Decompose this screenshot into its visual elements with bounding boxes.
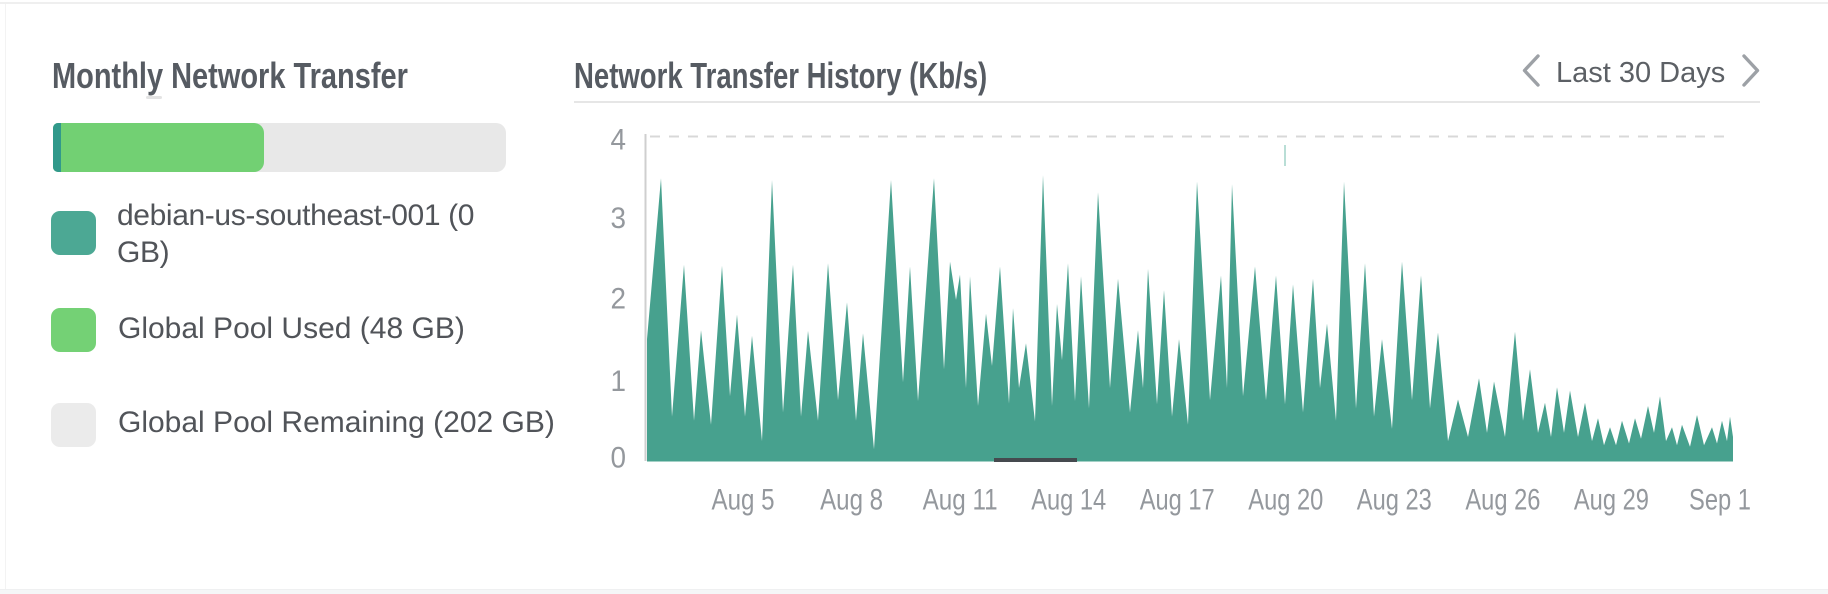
svg-text:Aug 17: Aug 17 xyxy=(1140,484,1215,517)
svg-text:Aug 26: Aug 26 xyxy=(1465,484,1540,517)
svg-text:4: 4 xyxy=(611,124,627,157)
svg-text:Aug 14: Aug 14 xyxy=(1031,484,1106,517)
svg-text:3: 3 xyxy=(611,202,627,235)
svg-text:0: 0 xyxy=(611,442,627,475)
svg-text:Aug 20: Aug 20 xyxy=(1248,484,1323,517)
svg-text:1: 1 xyxy=(611,365,627,398)
svg-text:Sep 1: Sep 1 xyxy=(1689,484,1751,517)
svg-text:2: 2 xyxy=(611,283,627,316)
svg-text:Aug 23: Aug 23 xyxy=(1357,484,1432,517)
svg-text:Aug 8: Aug 8 xyxy=(820,484,883,517)
svg-text:Aug 11: Aug 11 xyxy=(923,484,998,517)
svg-text:Aug 29: Aug 29 xyxy=(1574,484,1649,517)
svg-text:Aug 5: Aug 5 xyxy=(712,484,775,517)
